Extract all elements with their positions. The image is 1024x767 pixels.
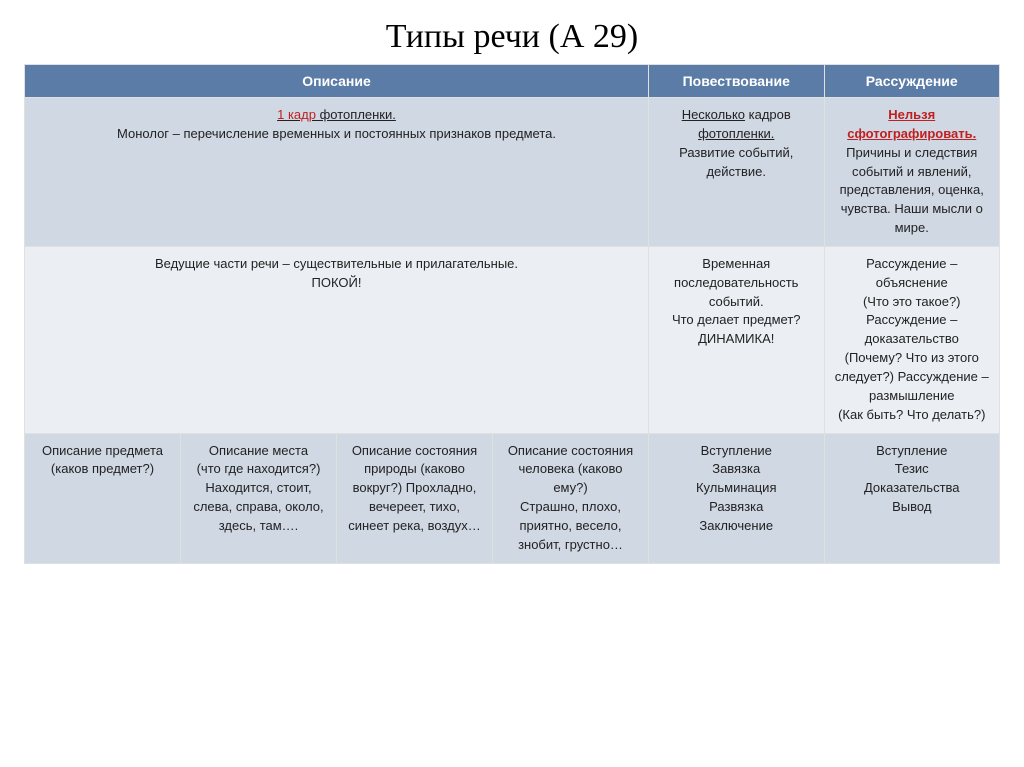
r1-reason-l1: Нельзя xyxy=(888,107,935,122)
r1-narr-u1: Несколько xyxy=(682,107,745,122)
table-row: Описание предмета(каков предмет?) Описан… xyxy=(25,433,1000,563)
cell-r1-description: 1 кадр фотопленки. Монолог – перечислени… xyxy=(25,98,649,247)
header-description: Описание xyxy=(25,65,649,98)
cell-r3-c5: ВступлениеЗавязкаКульминацияРазвязкаЗакл… xyxy=(649,433,825,563)
table-row: 1 кадр фотопленки. Монолог – перечислени… xyxy=(25,98,1000,247)
r1-narr-r1: кадров xyxy=(745,107,791,122)
header-reasoning: Рассуждение xyxy=(824,65,1000,98)
cell-r3-c1: Описание предмета(каков предмет?) xyxy=(25,433,181,563)
table-header-row: Описание Повествование Рассуждение xyxy=(25,65,1000,98)
r1-desc-body: Монолог – перечисление временных и посто… xyxy=(117,126,556,141)
cell-r1-reasoning: Нельзя сфотографировать. Причины и следс… xyxy=(824,98,1000,247)
header-narration: Повествование xyxy=(649,65,825,98)
r1-narr-u2: фотопленки. xyxy=(698,126,774,141)
r2-desc-l2: ПОКОЙ! xyxy=(312,275,362,290)
cell-r3-c2: Описание места(что где находится?)Находи… xyxy=(181,433,337,563)
speech-types-table: Описание Повествование Рассуждение 1 кад… xyxy=(24,64,1000,564)
r1-reason-body: Причины и следствия событий и явлений, п… xyxy=(840,145,984,235)
r1-desc-rest: фотопленки. xyxy=(316,107,396,122)
page-title: Типы речи (А 29) xyxy=(24,18,1000,56)
r1-desc-red: 1 кадр xyxy=(277,107,316,122)
cell-r2-description: Ведущие части речи – существительные и п… xyxy=(25,246,649,433)
table-row: Ведущие части речи – существительные и п… xyxy=(25,246,1000,433)
r1-reason-l2: сфотографировать. xyxy=(847,126,976,141)
cell-r2-reasoning: Рассуждение – объяснение(Что это такое?)… xyxy=(824,246,1000,433)
cell-r3-c6: ВступлениеТезисДоказательстваВывод xyxy=(824,433,1000,563)
cell-r3-c4: Описание состояния человека (каково ему?… xyxy=(493,433,649,563)
r2-desc-l1: Ведущие части речи – существительные и п… xyxy=(155,256,518,271)
cell-r1-narration: Несколько кадров фотопленки. Развитие со… xyxy=(649,98,825,247)
cell-r2-narration: Временная последовательность событий.Что… xyxy=(649,246,825,433)
cell-r3-c3: Описание состояния природы (каково вокру… xyxy=(337,433,493,563)
r1-narr-body: Развитие событий, действие. xyxy=(679,145,793,179)
